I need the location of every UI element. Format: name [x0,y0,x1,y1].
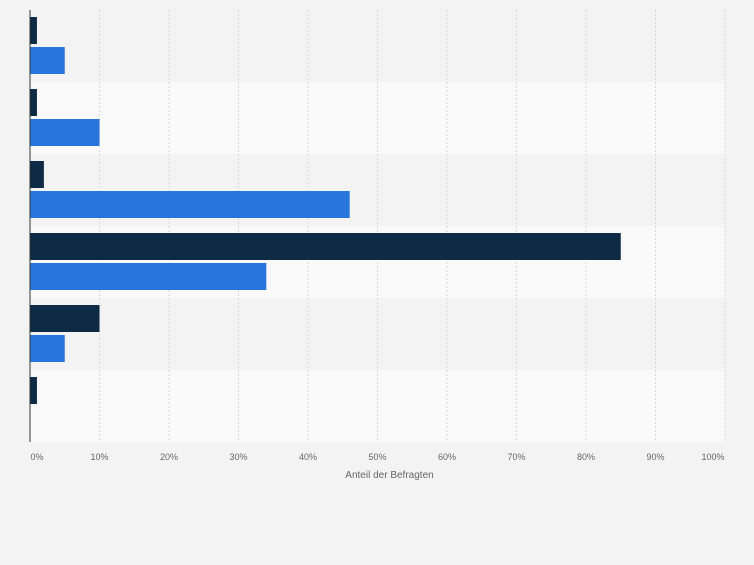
gridlines [99,10,726,442]
x-tick-label: 20% [160,452,178,462]
x-tick-label: 80% [577,452,595,462]
x-tick-label: 70% [507,452,525,462]
bar [30,119,100,146]
x-tick-label: 40% [299,452,317,462]
bar [30,233,621,260]
bar [30,161,44,188]
x-axis-title: Anteil der Befragten [345,470,433,481]
x-tick-label: 50% [368,452,386,462]
bar [30,191,350,218]
x-tick-label: 0% [30,452,43,462]
x-tick-label: 30% [229,452,247,462]
bar [30,17,37,44]
bar [30,89,37,116]
bars [30,17,621,404]
x-tick-label: 100% [701,452,724,462]
x-tick-label: 10% [90,452,108,462]
bar [30,377,37,404]
bar [30,263,267,290]
x-tick-label: 60% [438,452,456,462]
x-tick-labels: 0% 10% 20% 30% 40% 50% 60% 70% 80% 90% 100% [30,452,724,462]
bar [30,47,65,74]
bar [30,305,100,332]
x-tick-label: 90% [646,452,664,462]
bar [30,335,65,362]
